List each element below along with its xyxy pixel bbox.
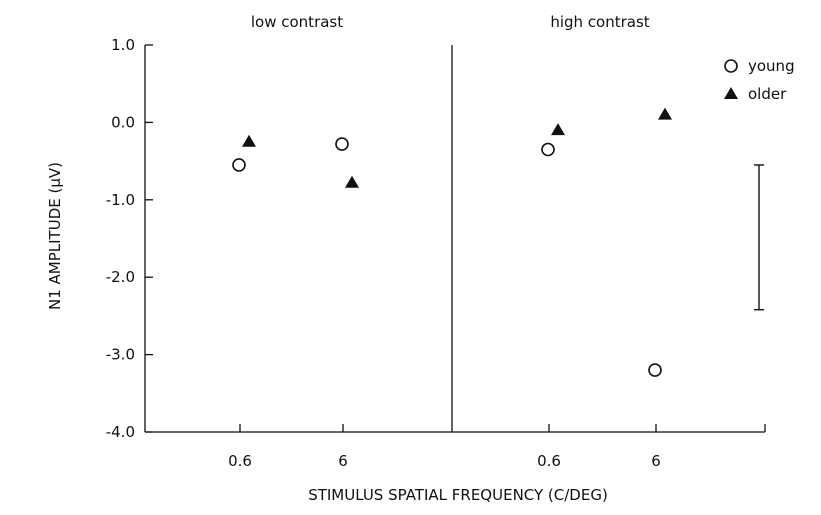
- panel-title: high contrast: [550, 13, 649, 31]
- young-point: [335, 137, 349, 151]
- x-tick-label: 6: [338, 452, 348, 470]
- legend-young-label: young: [748, 57, 795, 75]
- legend: young older: [724, 57, 795, 103]
- legend-older-label: older: [748, 85, 787, 103]
- legend-young-marker: [724, 59, 738, 73]
- young-point: [232, 158, 246, 172]
- axes: [144, 45, 766, 433]
- x-tick-label: 6: [651, 452, 661, 470]
- young-point: [648, 363, 662, 377]
- y-tick-label: -2.0: [106, 268, 135, 286]
- y-axis-label: N1 AMPLITUDE (μV): [46, 162, 64, 310]
- data-marks: [232, 107, 672, 377]
- x-ticks: 0.6 6 0.6 6: [228, 424, 661, 470]
- y-tick-label: -1.0: [106, 191, 135, 209]
- error-bar: [754, 164, 764, 311]
- older-point: [658, 107, 672, 120]
- y-tick-label: -3.0: [106, 346, 135, 364]
- young-point: [541, 142, 555, 157]
- y-tick-label: -4.0: [106, 423, 135, 441]
- older-point: [242, 134, 256, 147]
- older-point: [345, 175, 359, 188]
- x-tick-label: 0.6: [228, 452, 252, 470]
- older-point: [551, 123, 565, 136]
- y-ticks: 1.0 0.0 -1.0 -2.0 -3.0 -4.0: [106, 36, 153, 441]
- legend-older-marker: [724, 87, 738, 99]
- panel-titles: low contrast high contrast: [251, 13, 650, 31]
- y-tick-label: 1.0: [111, 36, 135, 54]
- x-tick-label: 0.6: [537, 452, 561, 470]
- x-axis-label: STIMULUS SPATIAL FREQUENCY (C/DEG): [308, 486, 608, 504]
- y-tick-label: 0.0: [111, 113, 135, 131]
- panel-title: low contrast: [251, 13, 343, 31]
